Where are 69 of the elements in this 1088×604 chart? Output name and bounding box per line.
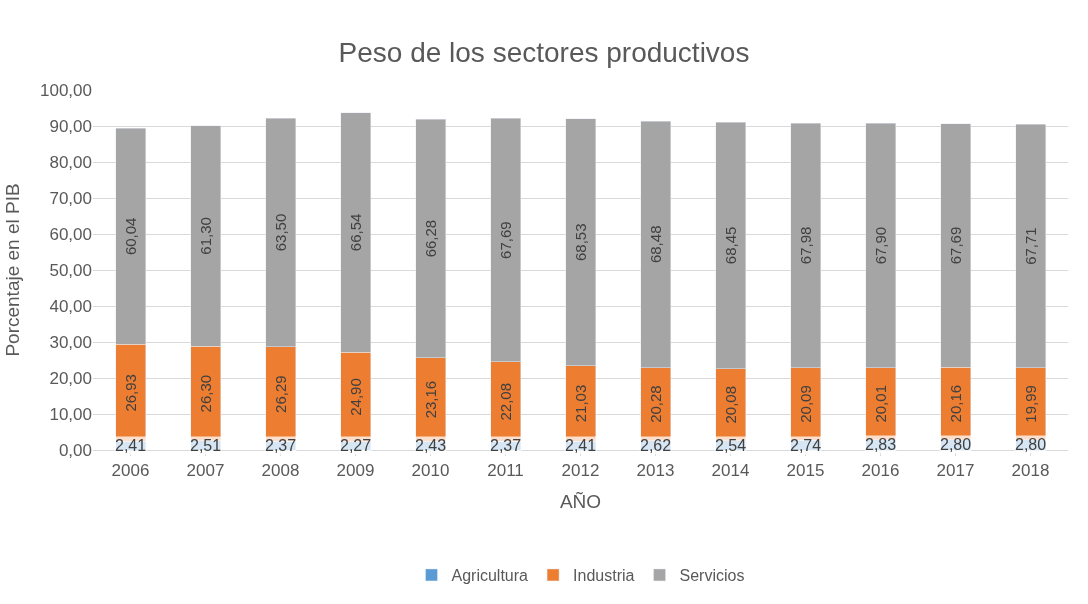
x-tick-label: 2012 [561,461,600,481]
data-label: 20,09 [797,385,814,423]
data-label: 2,80 [1015,436,1047,453]
data-label: 67,90 [872,226,889,265]
data-label: 24,90 [347,378,364,416]
y-tick-label: 50,00 [49,260,92,280]
x-axis-title: AÑO [559,491,602,513]
data-label: 2,54 [715,437,747,454]
data-label: 19,99 [1022,385,1039,423]
data-label: 26,30 [197,374,214,413]
data-label: 66,28 [422,219,439,258]
y-tick-label: 90,00 [49,116,92,136]
data-label: 20,08 [722,385,739,424]
x-tick-label: 2017 [936,461,975,481]
x-tick-label: 2016 [861,461,900,481]
x-tick-label: 2015 [786,461,825,481]
data-label: 67,98 [797,226,814,265]
chart-title: Peso de los sectores productivos [338,36,750,68]
data-label: 66,54 [347,213,364,252]
data-label: 20,16 [947,384,964,423]
data-label: 2,41 [565,437,597,454]
data-label: 2,41 [115,437,147,454]
data-label: 20,28 [647,385,664,423]
data-label: 67,71 [1022,227,1039,265]
data-label: 2,62 [640,437,672,454]
data-label: 68,45 [722,226,739,265]
data-label: 67,69 [947,226,964,265]
y-tick-label: 80,00 [49,152,92,172]
x-tick-label: 2008 [261,461,300,481]
y-tick-label: 20,00 [49,368,92,388]
data-label: 21,03 [572,384,589,423]
y-tick-label: 100,00 [40,80,92,100]
x-tick-label: 2013 [636,461,675,481]
data-label: 2,51 [190,437,222,454]
legend-label: Agricultura [451,567,529,585]
data-label: 2,43 [415,437,447,454]
data-label: 63,50 [272,213,289,252]
x-tick-label: 2009 [336,461,375,481]
x-tick-label: 2018 [1011,461,1050,481]
data-label: 2,83 [865,436,897,453]
y-tick-label: 40,00 [49,296,92,316]
data-label: 2,37 [265,437,297,454]
y-tick-label: 60,00 [49,224,92,244]
y-tick-label: 30,00 [49,332,92,352]
data-label: 68,48 [647,225,664,264]
data-label: 26,29 [272,375,289,413]
legend-label: Servicios [679,567,745,585]
x-tick-label: 2011 [487,461,524,481]
x-tick-label: 2010 [411,461,450,481]
data-label: 60,04 [122,217,139,256]
data-label: 61,30 [197,217,214,255]
data-label: 23,16 [422,380,439,419]
data-label: 22,08 [497,382,514,421]
y-tick-label: 70,00 [49,188,92,208]
data-label: 67,69 [497,221,514,259]
x-tick-label: 2014 [711,461,750,481]
y-tick-label: 10,00 [49,404,92,424]
data-label: 26,93 [122,374,139,412]
legend-label: Industria [573,567,635,585]
data-label: 68,53 [572,223,589,262]
x-tick-label: 2007 [186,461,225,481]
x-tick-label: 2006 [111,461,150,481]
data-label: 2,80 [940,436,972,453]
y-tick-label: 0,00 [58,440,92,460]
data-label: 2,27 [340,437,372,454]
y-axis-title: Porcentaje en el PIB [1,183,23,357]
data-label: 2,74 [790,437,822,454]
data-label: 2,37 [490,437,522,454]
data-label: 20,01 [872,385,889,423]
